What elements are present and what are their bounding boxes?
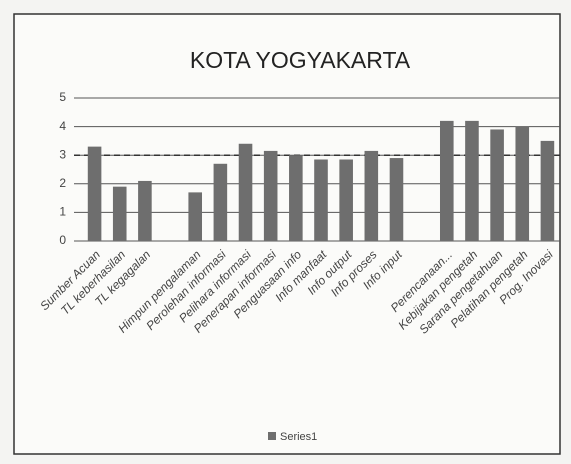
y-tick-label: 2 bbox=[59, 176, 66, 190]
bar bbox=[188, 192, 203, 241]
y-tick-label: 5 bbox=[59, 90, 66, 104]
legend-label: Series1 bbox=[280, 431, 317, 443]
bar bbox=[439, 120, 454, 241]
bar bbox=[364, 150, 379, 241]
bar bbox=[490, 129, 504, 241]
y-tick-label: 3 bbox=[59, 147, 66, 161]
bar bbox=[314, 159, 328, 241]
bar bbox=[263, 150, 278, 241]
y-tick-label: 4 bbox=[59, 119, 66, 133]
bar bbox=[515, 126, 530, 241]
bar bbox=[138, 180, 152, 241]
bar bbox=[289, 155, 303, 241]
bar bbox=[238, 143, 253, 241]
bar bbox=[465, 120, 479, 241]
y-tick-label: 1 bbox=[59, 205, 66, 219]
bar bbox=[112, 186, 127, 241]
chart-title: KOTA YOGYAKARTA bbox=[190, 47, 411, 73]
y-tick-label: 0 bbox=[59, 233, 66, 247]
legend-swatch bbox=[268, 432, 276, 440]
bar bbox=[87, 146, 102, 241]
bar bbox=[339, 159, 353, 241]
bar bbox=[540, 140, 555, 241]
bar bbox=[389, 158, 404, 241]
bar bbox=[213, 163, 228, 241]
